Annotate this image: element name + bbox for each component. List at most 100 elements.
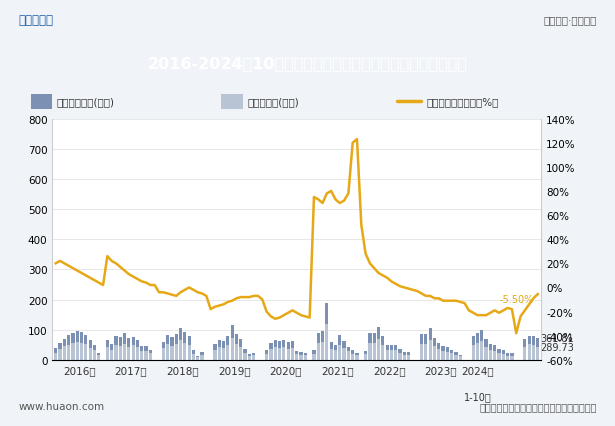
Bar <box>347 351 350 360</box>
Bar <box>330 349 333 360</box>
Bar <box>368 333 371 360</box>
Bar <box>67 345 70 360</box>
Bar <box>188 345 191 360</box>
Bar <box>287 349 290 360</box>
Bar <box>287 343 290 360</box>
Bar <box>472 345 475 360</box>
Bar <box>166 335 169 360</box>
Bar <box>442 351 445 360</box>
Bar <box>317 333 320 360</box>
Bar <box>106 347 109 360</box>
Bar <box>424 344 427 360</box>
Bar <box>192 350 195 360</box>
Bar <box>282 340 285 360</box>
Bar <box>162 342 165 360</box>
Bar <box>321 342 324 360</box>
Bar <box>71 343 74 360</box>
Bar <box>304 353 307 360</box>
Bar <box>235 344 238 360</box>
Bar <box>502 354 505 360</box>
Bar <box>200 352 204 360</box>
Bar <box>221 95 243 110</box>
Bar <box>442 346 445 360</box>
Bar <box>334 350 337 360</box>
Bar <box>351 354 354 360</box>
Bar <box>433 338 436 360</box>
Text: 住宅投资额(亿元): 住宅投资额(亿元) <box>247 97 299 107</box>
Bar <box>472 336 475 360</box>
Bar <box>312 354 315 360</box>
Bar <box>300 355 303 360</box>
Bar <box>343 342 346 360</box>
Bar <box>459 355 462 360</box>
Bar <box>114 336 117 360</box>
Bar <box>179 328 182 360</box>
Bar <box>140 346 143 360</box>
Bar <box>170 346 173 360</box>
Bar <box>200 355 204 360</box>
Bar <box>274 347 277 360</box>
Bar <box>394 351 397 360</box>
Bar <box>295 351 298 360</box>
Bar <box>394 345 397 360</box>
Bar <box>506 353 509 360</box>
Bar <box>502 350 505 360</box>
Bar <box>244 349 247 360</box>
Bar <box>213 350 216 360</box>
Bar <box>343 348 346 360</box>
Bar <box>114 345 117 360</box>
Bar <box>119 346 122 360</box>
Bar <box>269 343 272 360</box>
Bar <box>450 350 453 360</box>
Bar <box>119 337 122 360</box>
Bar <box>149 354 152 360</box>
Bar <box>330 343 333 360</box>
Bar <box>523 340 526 360</box>
Bar <box>291 341 294 360</box>
Bar <box>338 345 341 360</box>
Bar <box>321 331 324 360</box>
Bar <box>31 95 52 110</box>
Bar <box>127 339 130 360</box>
Text: 专业严谨·客观科学: 专业严谨·客观科学 <box>543 15 597 25</box>
Bar <box>429 328 432 360</box>
Bar <box>222 348 225 360</box>
Bar <box>58 349 62 360</box>
Bar <box>420 344 423 360</box>
Bar <box>84 344 87 360</box>
Bar <box>244 353 247 360</box>
Bar <box>265 354 268 360</box>
Bar <box>252 353 255 360</box>
Bar <box>364 354 367 360</box>
Bar <box>399 349 402 360</box>
Bar <box>454 352 458 360</box>
Text: 2016-2024年10月宁夏回族自治区房地产投资额及住宅投资额: 2016-2024年10月宁夏回族自治区房地产投资额及住宅投资额 <box>148 56 467 72</box>
Bar <box>84 335 87 360</box>
Bar <box>528 336 531 360</box>
Bar <box>93 345 96 360</box>
Bar <box>188 336 191 360</box>
Bar <box>136 347 139 360</box>
Bar <box>89 348 92 360</box>
Bar <box>390 351 393 360</box>
Bar <box>54 348 57 360</box>
Text: 361.81: 361.81 <box>540 334 574 344</box>
Bar <box>278 341 281 360</box>
Bar <box>433 346 436 360</box>
Bar <box>218 347 221 360</box>
Bar <box>239 339 242 360</box>
Bar <box>239 347 242 360</box>
Text: 房地产投资额增速（%）: 房地产投资额增速（%） <box>426 97 499 107</box>
Bar <box>532 336 535 360</box>
Bar <box>523 347 526 360</box>
Bar <box>145 346 148 360</box>
Bar <box>132 345 135 360</box>
Bar <box>110 344 113 360</box>
Bar <box>282 347 285 360</box>
Text: 华经情报网: 华经情报网 <box>18 14 54 27</box>
Bar <box>351 350 354 360</box>
Bar <box>67 336 70 360</box>
Bar <box>480 330 483 360</box>
Bar <box>231 338 234 360</box>
Bar <box>76 331 79 360</box>
